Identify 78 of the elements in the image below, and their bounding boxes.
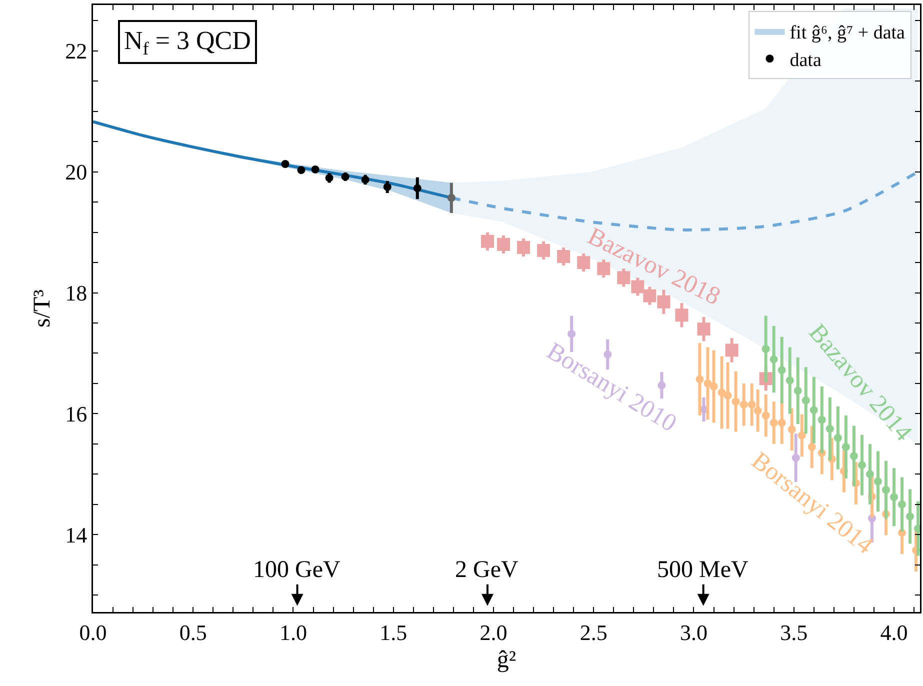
point	[858, 461, 866, 470]
point	[704, 379, 712, 388]
y-tick-label: 18	[65, 280, 88, 306]
point	[754, 406, 762, 415]
point	[842, 442, 850, 451]
point	[826, 424, 834, 433]
point	[725, 344, 738, 357]
x-tick-label: 1.0	[279, 620, 307, 645]
point	[818, 416, 826, 424]
point	[557, 250, 570, 264]
y-axis-title: s/T³	[29, 290, 56, 328]
point	[786, 376, 794, 384]
point	[762, 412, 770, 420]
point	[808, 442, 816, 451]
point	[361, 176, 370, 184]
y-tick-label: 22	[65, 38, 88, 64]
point	[658, 381, 666, 390]
point	[568, 330, 576, 338]
point	[850, 452, 858, 460]
y-tick-label: 20	[65, 160, 88, 185]
y-tick-label: 14	[65, 522, 88, 548]
point	[794, 386, 802, 395]
point	[643, 289, 656, 302]
x-axis-title: ĝ²	[496, 646, 516, 673]
legend-label: data	[790, 50, 822, 72]
point	[413, 184, 422, 192]
point	[497, 238, 510, 251]
point	[710, 382, 718, 390]
annotation: 500 MeV	[657, 557, 749, 583]
point	[874, 477, 882, 486]
x-tick-label: 3.0	[680, 620, 708, 645]
point	[724, 392, 732, 400]
point	[732, 398, 740, 406]
point	[447, 194, 456, 202]
y-tick-label: 16	[65, 401, 88, 426]
point	[898, 500, 906, 508]
point	[906, 512, 914, 520]
point	[762, 345, 770, 354]
x-tick-label: 1.5	[380, 620, 408, 645]
annotation: 2 GeV	[455, 557, 519, 583]
annotation: N$_{f}$ = 3 QCD	[124, 26, 251, 58]
x-tick-label: 0.5	[179, 620, 207, 645]
point	[788, 425, 796, 434]
point	[537, 244, 550, 257]
x-tick-label: 2.0	[480, 620, 508, 645]
point	[802, 396, 810, 404]
legend-label: fit ĝ⁶, ĝ⁷ + data	[790, 22, 906, 44]
x-tick-label: 4.0	[880, 620, 908, 645]
x-tick-label: 2.5	[580, 620, 608, 645]
point	[718, 388, 726, 397]
point	[696, 375, 704, 384]
point	[740, 400, 748, 409]
point	[325, 174, 334, 182]
point	[834, 434, 842, 442]
annotation: 100 GeV	[253, 557, 341, 583]
point	[383, 182, 392, 191]
point	[281, 160, 290, 168]
point	[480, 234, 494, 248]
point	[311, 165, 320, 174]
point	[778, 366, 786, 374]
point	[890, 493, 898, 502]
point	[798, 431, 806, 440]
point	[675, 308, 688, 322]
point	[810, 406, 818, 414]
point	[697, 322, 710, 336]
point	[778, 418, 786, 427]
point	[770, 418, 778, 427]
point	[882, 486, 890, 494]
point	[748, 400, 756, 409]
x-tick-label: 0.0	[79, 620, 107, 645]
x-tick-label: 3.5	[780, 620, 808, 645]
point	[866, 470, 874, 478]
point	[631, 280, 644, 294]
point	[770, 355, 778, 364]
point	[657, 295, 670, 308]
point	[341, 172, 350, 181]
point	[297, 166, 306, 174]
point	[517, 240, 530, 254]
